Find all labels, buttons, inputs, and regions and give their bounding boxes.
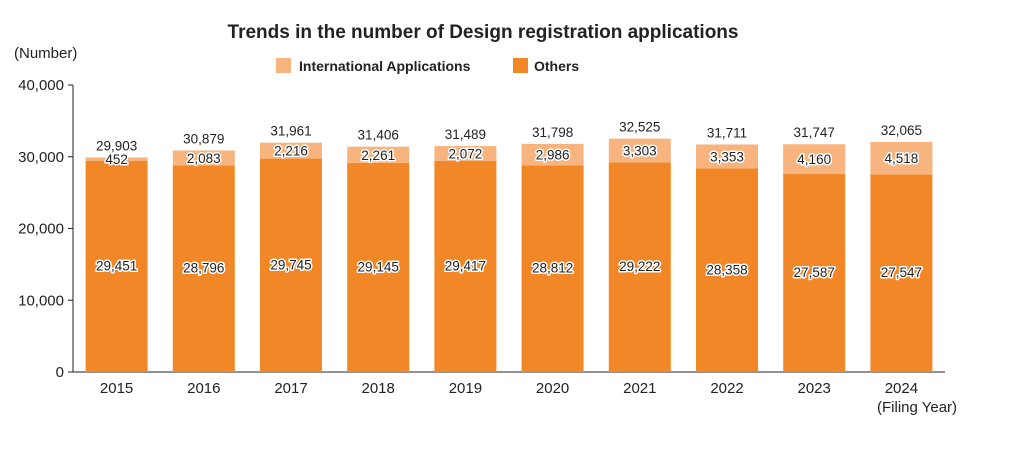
data-label-others: 29,222 [619, 259, 660, 274]
bar-international-2023 [783, 144, 846, 175]
bar-others-2016 [172, 165, 235, 372]
data-label-total: 31,711 [707, 125, 747, 140]
y-tick-label: 30,000 [18, 149, 64, 166]
data-label-total: 29,903 [96, 138, 137, 153]
bar-others-2024 [870, 174, 933, 372]
data-label-international: 3,353 [710, 150, 744, 165]
y-ticks: 0 10,000 20,000 30,000 40,000 [18, 77, 73, 381]
data-label-international: 2,216 [274, 144, 308, 159]
bar-international-2016 [172, 150, 235, 166]
data-label-others: 28,358 [706, 262, 747, 277]
data-label-total: 31,489 [445, 127, 486, 142]
legend-label-others: Others [534, 58, 579, 74]
data-label-total: 31,406 [358, 128, 399, 143]
x-tick-label: 2015 [100, 380, 133, 397]
chart-title: Trends in the number of Design registrat… [228, 22, 739, 43]
data-label-international: 452 [105, 152, 128, 167]
x-tick-label: 2016 [187, 380, 220, 397]
y-tick-label: 0 [56, 364, 64, 381]
bar-others-2019 [434, 160, 497, 372]
bar-others-2021 [608, 162, 671, 372]
data-label-others: 29,145 [358, 259, 399, 274]
data-label-international: 2,261 [361, 148, 395, 163]
bar-international-2024 [870, 141, 933, 175]
bar-others-2015 [85, 160, 148, 372]
x-tick-label: 2024 [885, 380, 918, 397]
bar-others-2022 [696, 168, 758, 372]
legend-swatch-international [276, 58, 291, 73]
y-tick-label: 20,000 [18, 221, 64, 238]
y-tick-label: 10,000 [18, 292, 64, 309]
x-tick-label: 2021 [623, 380, 656, 397]
bar-others-2017 [260, 158, 322, 372]
x-tick-label: 2019 [449, 380, 482, 397]
x-tick-label: 2020 [536, 380, 569, 397]
y-tick-label: 40,000 [18, 77, 64, 94]
bar-international-2017 [260, 142, 322, 159]
bar-international-2021 [608, 138, 671, 163]
bar-international-2022 [696, 144, 758, 169]
data-label-total: 30,879 [183, 131, 224, 146]
data-label-international: 3,303 [623, 143, 657, 158]
data-label-others: 28,812 [532, 261, 573, 276]
data-label-total: 31,798 [532, 125, 573, 140]
data-label-international: 2,072 [449, 146, 483, 161]
data-label-international: 2,986 [536, 148, 570, 163]
legend-label-international: International Applications [299, 58, 471, 74]
data-label-international: 4,518 [885, 151, 919, 166]
legend-swatch-others [513, 58, 528, 73]
bar-international-2018 [347, 146, 410, 163]
x-tick-label: 2022 [710, 380, 743, 397]
x-tick-label: 2018 [362, 380, 395, 397]
data-label-others: 27,587 [794, 265, 835, 280]
bar-international-2015 [85, 157, 148, 161]
x-axis-label: (Filing Year) [877, 399, 957, 416]
data-label-others: 29,451 [96, 258, 137, 273]
bar-others-2020 [521, 165, 584, 372]
data-label-total: 32,065 [881, 123, 922, 138]
data-label-others: 29,745 [270, 257, 311, 272]
data-label-international: 4,160 [797, 152, 831, 167]
bar-international-2020 [521, 143, 584, 166]
data-label-total: 32,525 [619, 120, 660, 135]
data-label-international: 2,083 [187, 151, 221, 166]
y-axis-label: (Number) [14, 45, 77, 62]
x-tick-label: 2017 [274, 380, 307, 397]
bar-others-2023 [783, 174, 846, 372]
data-label-others: 28,796 [183, 261, 224, 276]
data-label-others: 27,547 [881, 265, 922, 280]
x-tick-label: 2023 [798, 380, 831, 397]
bars [85, 138, 933, 372]
bar-others-2018 [347, 162, 410, 372]
bar-international-2019 [434, 146, 497, 161]
data-label-total: 31,961 [270, 124, 311, 139]
data-label-others: 29,417 [445, 258, 486, 273]
data-label-total: 31,747 [794, 125, 835, 140]
